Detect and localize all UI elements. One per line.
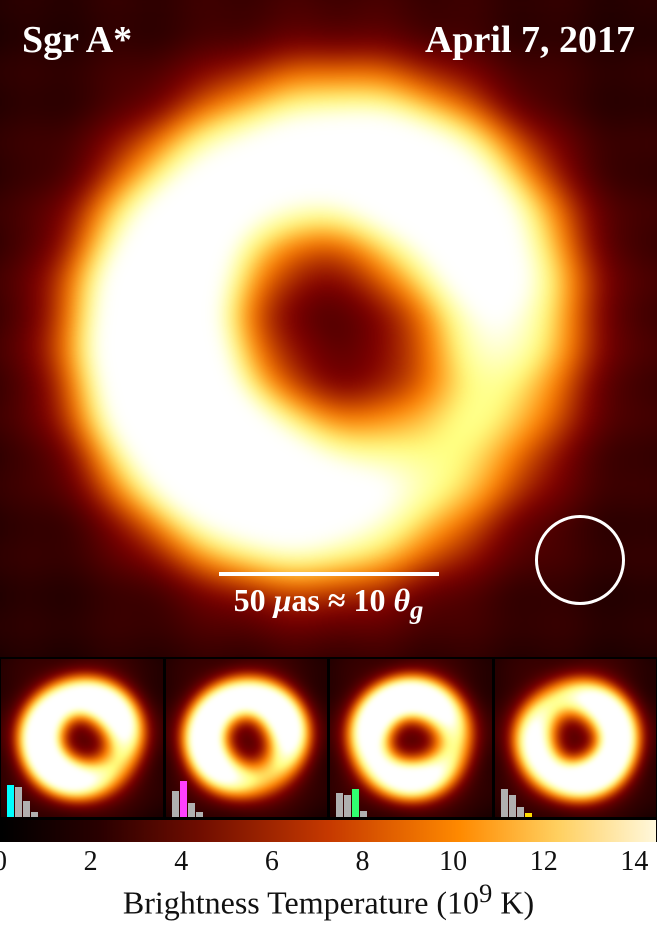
- colorbar-ticks: 02468101214: [0, 842, 657, 846]
- thumbnail-panel: [330, 659, 492, 817]
- mini-bar: [517, 807, 524, 817]
- colorbar-axis-label: Brightness Temperature (109 K): [0, 878, 657, 922]
- mini-bar: [344, 795, 351, 817]
- thumbnail-panel: [166, 659, 328, 817]
- scale-bar-line: [219, 572, 439, 576]
- mini-bar: [501, 789, 508, 817]
- colorbar-gradient: [1, 820, 656, 842]
- colorbar-tick-label: 12: [530, 846, 558, 878]
- axis-label-sup: 9: [479, 878, 492, 908]
- colorbar-axis-panel: 02468101214 Brightness Temperature (109 …: [0, 842, 657, 936]
- mini-bar: [360, 811, 367, 817]
- thumbnail-panel: [1, 659, 163, 817]
- colorbar-tick-label: 8: [355, 846, 369, 878]
- scale-bar-subscript: g: [410, 594, 423, 624]
- source-name-label: Sgr A*: [22, 18, 132, 62]
- scale-bar-label: 50 μas ≈ 10 θg: [219, 582, 439, 625]
- axis-label-post: K): [492, 885, 534, 921]
- colorbar-tick-label: 10: [439, 846, 467, 878]
- beam-circle-icon: [535, 515, 625, 605]
- mini-bar: [336, 793, 343, 817]
- colorbar-tick-label: 2: [84, 846, 98, 878]
- thumbnail-row: [0, 657, 657, 819]
- colorbar-tick-label: 4: [174, 846, 188, 878]
- mini-bar: [509, 795, 516, 817]
- mini-bar: [31, 812, 38, 817]
- mini-bar-chart: [7, 785, 38, 817]
- colorbar-tick-label: 0: [0, 846, 7, 878]
- colorbar-tick-label: 14: [620, 846, 648, 878]
- observation-date-label: April 7, 2017: [425, 18, 635, 62]
- mini-bar-chart: [336, 789, 367, 817]
- mini-bar: [196, 812, 203, 817]
- mini-bar: [352, 789, 359, 817]
- mini-bar: [7, 785, 14, 817]
- mini-bar: [525, 813, 532, 817]
- thumbnail-panel: [495, 659, 657, 817]
- mini-bar: [23, 801, 30, 817]
- axis-label-pre: Brightness Temperature (10: [123, 885, 479, 921]
- mini-bar-chart: [501, 789, 532, 817]
- mini-bar: [15, 787, 22, 817]
- mini-bar-chart: [172, 781, 203, 817]
- colorbar-tick-label: 6: [265, 846, 279, 878]
- mini-bar: [180, 781, 187, 817]
- scale-bar-group: 50 μas ≈ 10 θg: [219, 572, 439, 625]
- mini-bar: [172, 791, 179, 817]
- main-image-panel: Sgr A* April 7, 2017 50 μas ≈ 10 θg: [0, 0, 657, 657]
- mini-bar: [188, 803, 195, 817]
- scale-bar-value: 50 μas ≈ 10 θ: [234, 582, 410, 618]
- colorbar-section: 02468101214 Brightness Temperature (109 …: [0, 820, 657, 936]
